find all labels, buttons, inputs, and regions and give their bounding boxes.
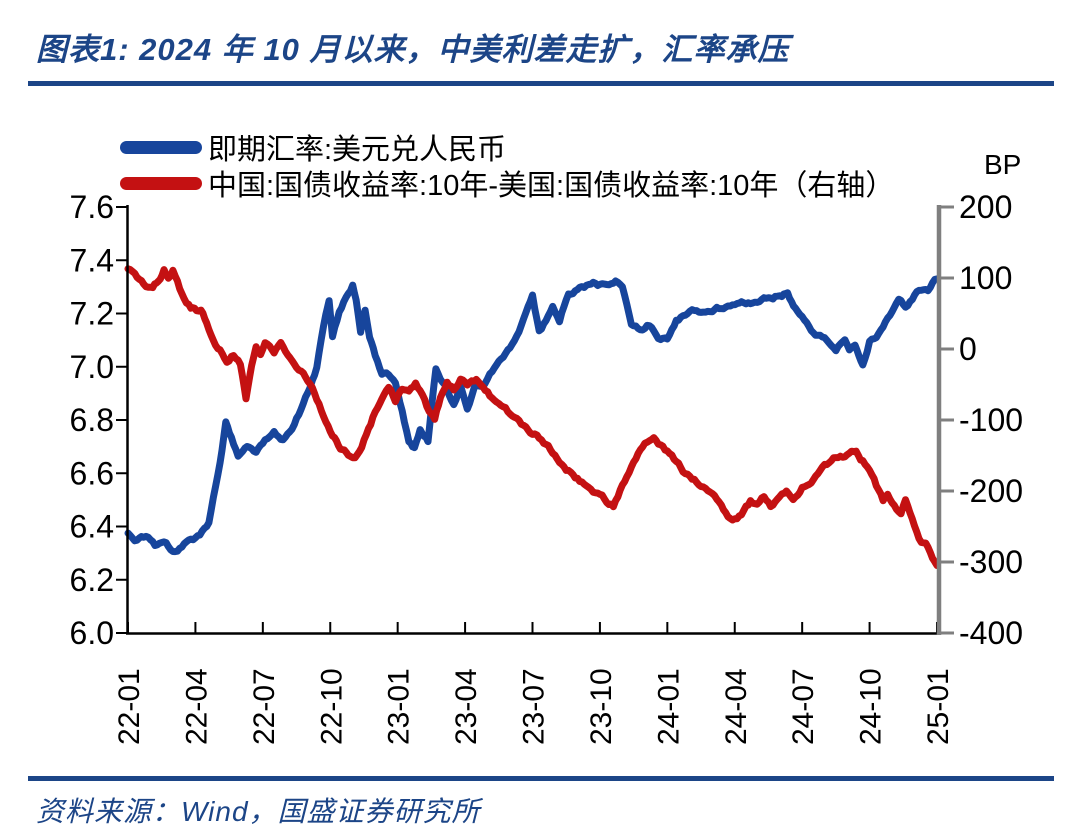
cn-us-10y-spread-line: [124, 265, 941, 569]
x-axis-tick-label: 25-01: [922, 668, 955, 745]
axes: [116, 205, 954, 635]
right-axis-unit-label: BP: [984, 149, 1022, 180]
x-axis-tick-label: 24-10: [855, 668, 888, 745]
x-axis-tick-label: 22-01: [113, 668, 146, 745]
right-axis-tick-label: 0: [959, 331, 977, 367]
x-axis-tick-label: 22-04: [180, 668, 213, 745]
left-axis-tick-label: 7.6: [70, 189, 114, 225]
x-axis-tick-label: 22-10: [315, 668, 348, 745]
title-divider: [28, 81, 1054, 86]
left-axis-tick-label: 7.0: [70, 349, 114, 385]
x-axis-tick-label: 23-04: [450, 668, 483, 745]
right-axis-tick-label: -300: [959, 544, 1023, 580]
legend-swatch-blue: [120, 140, 202, 154]
legend-swatch-red: [120, 176, 202, 190]
usdcny-line: [124, 275, 941, 556]
x-axis-tick-label: 24-07: [787, 668, 820, 745]
axis-tick-labels: 7.6 7.4 7.2 7.0 6.8 6.6 6.4 6.2 6.0 22-01 22-04 22-…: [70, 189, 1024, 745]
x-axis-tick-label: 24-01: [652, 668, 685, 745]
left-axis-tick-label: 7.4: [70, 242, 114, 278]
x-axis-tick-label: 23-01: [383, 668, 416, 745]
right-axis-tick-label: -400: [959, 615, 1023, 651]
x-axis-tick-label: 23-07: [518, 668, 551, 745]
left-axis-tick-label: 6.0: [70, 615, 114, 651]
right-axis-tick-label: -200: [959, 473, 1023, 509]
left-axis-tick-label: 6.8: [70, 402, 114, 438]
right-axis-tick-label: -100: [959, 402, 1023, 438]
legend-label-yield-spread: 中国:国债收益率:10年-美国:国债收益率:10年（右轴）: [208, 170, 895, 202]
right-axis-tick-label: 100: [959, 260, 1012, 296]
x-axis-tick-label: 23-10: [585, 668, 618, 745]
left-axis-tick-label: 6.4: [70, 509, 114, 545]
legend-item-yield-spread: 中国:国债收益率:10年-美国:国债收益率:10年（右轴）: [120, 166, 894, 202]
footer-divider: [28, 776, 1054, 781]
x-axis-tick-label: 22-07: [248, 668, 281, 745]
left-axis-tick-label: 6.2: [70, 562, 114, 598]
legend-item-usdcny: 即期汇率:美元兑人民币: [120, 130, 894, 166]
source-note: 资料来源：Wind，国盛证券研究所: [36, 796, 481, 827]
x-axis-tick-label: 24-04: [720, 668, 753, 745]
left-axis-tick-label: 6.6: [70, 455, 114, 491]
left-axis-tick-label: 7.2: [70, 296, 114, 332]
chart-legend: 即期汇率:美元兑人民币 中国:国债收益率:10年-美国:国债收益率:10年（右轴…: [120, 130, 894, 202]
chart-title: 图表1: 2024 年 10 月以来，中美利差走扩，汇率承压: [36, 32, 790, 67]
legend-label-usdcny: 即期汇率:美元兑人民币: [208, 134, 507, 166]
right-axis-tick-label: 200: [959, 189, 1012, 225]
